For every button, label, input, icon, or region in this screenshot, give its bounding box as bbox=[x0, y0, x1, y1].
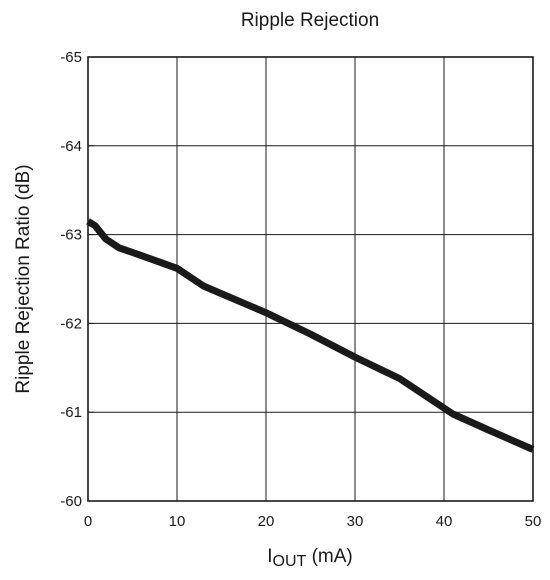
y-tick-label: -63 bbox=[60, 227, 82, 244]
x-tick-label: 40 bbox=[436, 513, 453, 530]
x-axis-label-main: I bbox=[267, 546, 272, 567]
series-line bbox=[86, 218, 535, 453]
x-tick-label: 30 bbox=[347, 513, 364, 530]
x-tick-label: 20 bbox=[258, 513, 275, 530]
x-tick-labels: 0 10 20 30 40 50 bbox=[84, 495, 542, 530]
plot-frame bbox=[87, 56, 534, 502]
y-tick-label: -61 bbox=[60, 404, 82, 421]
y-tick-labels: -65 -64 -63 -62 -61 -60 bbox=[60, 49, 94, 510]
x-tick-label: 10 bbox=[169, 513, 186, 530]
y-tick-label: -65 bbox=[60, 49, 82, 66]
x-axis-label-unit: (mA) bbox=[306, 546, 352, 567]
series-layer bbox=[86, 218, 535, 453]
x-tick-label: 50 bbox=[525, 513, 542, 530]
y-tick-label: -62 bbox=[60, 315, 82, 332]
y-tick-label: -64 bbox=[60, 138, 82, 155]
chart-title: Ripple Rejection bbox=[241, 10, 379, 31]
y-axis-label: Ripple Rejection Ratio (dB) bbox=[13, 164, 34, 393]
x-tick-label: 0 bbox=[84, 513, 92, 530]
x-axis-label-subscript: OUT bbox=[273, 553, 307, 570]
grid bbox=[88, 57, 533, 501]
y-tick-label: -60 bbox=[60, 493, 82, 510]
x-axis-label: IOUT (mA) bbox=[267, 546, 353, 570]
